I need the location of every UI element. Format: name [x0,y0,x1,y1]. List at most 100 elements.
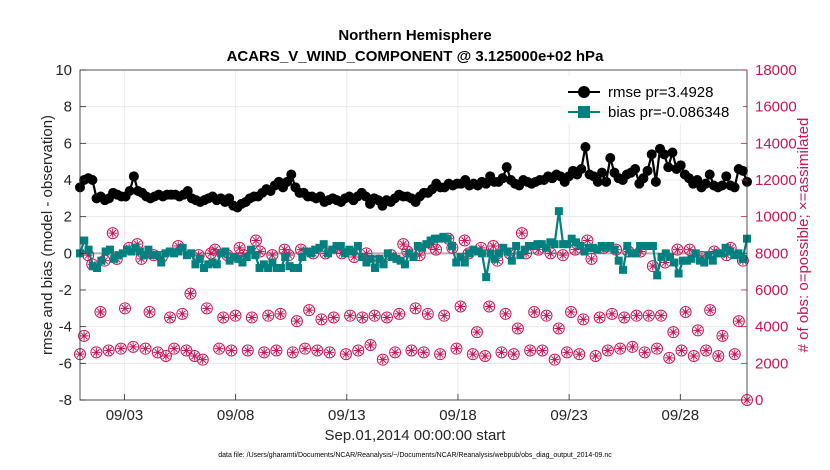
rmse-point [638,173,649,184]
obs-assimilated-marker [251,236,261,245]
bias-point [349,247,358,256]
bias-point [84,245,93,254]
obs-assimilated-marker [607,309,617,319]
obs-assimilated-marker [632,311,642,321]
obs-possible-marker [213,342,226,355]
obs-possible-marker [159,350,172,362]
obs-assimilated-marker [640,347,650,357]
bias-point [187,249,196,258]
obs-possible-marker [409,302,422,315]
bias-point [465,249,474,258]
obs-assimilated-marker [689,351,699,361]
obs-possible-marker [511,322,524,335]
obs-assimilated-marker [558,250,568,260]
bias-point [713,249,722,258]
bias-point [362,258,371,267]
bias-point [234,254,243,263]
bias-point [311,245,320,254]
obs-possible-marker [258,346,271,359]
obs-assimilated-marker [460,236,470,245]
bias-point [469,245,478,254]
bias-point [606,242,615,250]
obs-assimilated-marker [288,347,298,357]
bias-point [400,260,409,269]
bias-point [80,236,89,245]
obs-assimilated-marker [271,346,281,355]
bias-point [285,262,294,271]
obs-possible-marker [119,302,132,315]
obs-possible-marker [139,342,152,355]
rmse-point [597,167,607,178]
bias-point [486,249,495,258]
obs-assimilated-marker [533,245,543,255]
bias-point [114,251,123,260]
bias-point [435,234,444,243]
bias-point [554,207,563,216]
bias-point [439,232,448,241]
obs-assimilated-marker [243,346,253,355]
x-tick-label: 09/03 [106,407,144,424]
obs-possible-marker [200,302,213,315]
obs-possible-marker [438,309,451,322]
obs-possible-marker [262,309,275,322]
bias-point [559,240,568,249]
bias-point [268,258,277,267]
rmse-point [630,164,641,174]
obs-assimilated-marker [83,250,93,260]
bias-point [623,242,632,250]
obs-possible-marker [655,309,668,322]
obs-possible-marker [90,346,103,359]
obs-assimilated-marker [562,347,572,357]
bias-point [499,243,508,252]
rmse-point [737,165,748,176]
obs-possible-marker [483,300,496,313]
x-tick-label: 09/28 [662,407,700,424]
obs-assimilated-marker [529,307,539,317]
bias-series [76,207,751,282]
bias-point [191,260,200,269]
obs-assimilated-marker [501,309,511,319]
bias-point [687,254,696,263]
obs-possible-marker [364,339,377,351]
obs-possible-marker [164,311,177,324]
rmse-point [497,173,508,184]
obs-possible-marker [565,306,578,318]
bias-point [452,258,461,267]
bias-point [580,247,589,256]
obs-assimilated-marker [263,311,273,321]
obs-possible-marker [704,304,717,317]
obs-possible-marker [454,300,467,313]
obs-possible-marker [499,307,512,320]
bias-point [174,247,183,256]
bias-point [276,264,285,272]
obs-possible-marker [94,306,107,318]
bias-point [178,243,187,252]
rmse-point [692,175,703,185]
y-tick-label: 2 [64,209,72,226]
bias-point [666,253,675,261]
y-axis-label: rmse and bias (model - observation) [39,115,56,355]
bias-point [131,243,140,252]
bias-point [700,258,709,267]
bias-point [152,251,161,260]
obs-possible-marker [434,348,447,361]
bias-point [118,249,127,258]
obs-possible-marker [528,306,541,318]
obs-assimilated-marker [717,331,727,341]
obs-possible-marker [311,344,324,357]
rmse-point [721,171,732,182]
obs-possible-marker [630,309,643,322]
bias-point [358,253,367,261]
bias-point [212,260,221,269]
obs-possible-marker [642,309,655,322]
bias-point [315,243,324,252]
obs-assimilated-marker [370,311,380,321]
obs-assimilated-marker [300,344,310,354]
bias-point [123,245,132,254]
obs-possible-marker [290,315,303,328]
bias-point [105,245,114,254]
bias-point [460,258,469,267]
rmse-point [224,193,235,204]
obs-assimilated-marker [247,313,257,322]
bias-point [670,258,679,267]
